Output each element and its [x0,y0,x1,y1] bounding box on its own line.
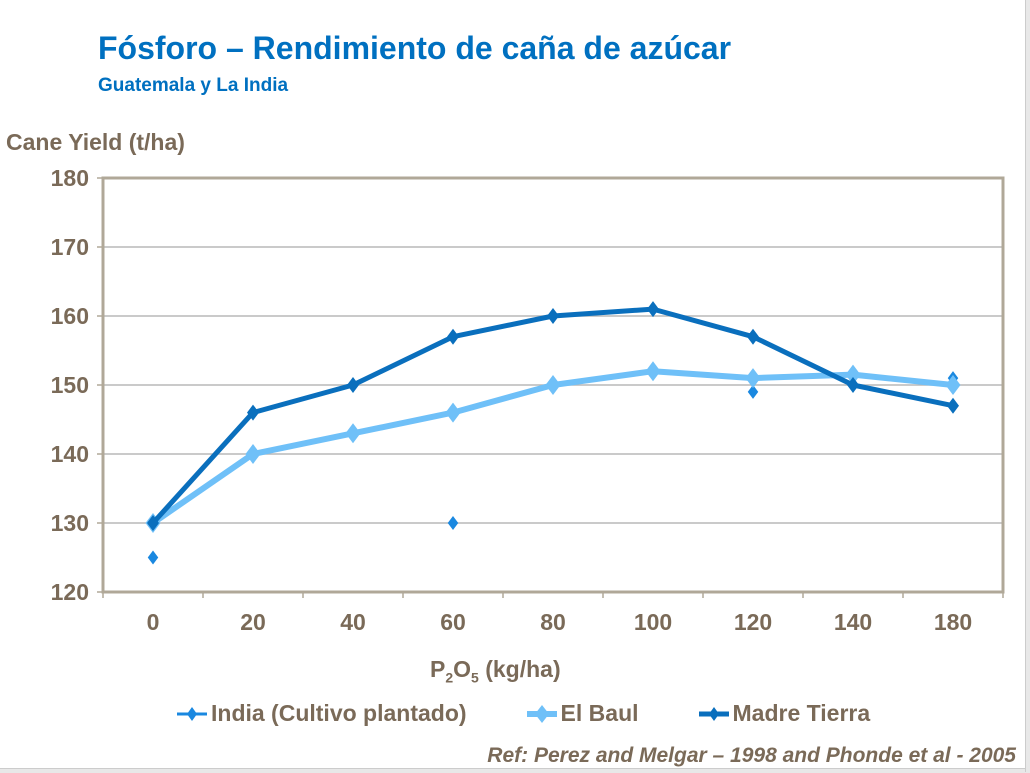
y-tick-label: 120 [51,579,89,605]
legend: India (Cultivo plantado) El Baul Madre T… [175,700,928,727]
data-point-madre-tierra [547,308,559,324]
plot-area-border [101,176,1005,594]
x-axis-label: P2O5 (kg/ha) [430,656,561,686]
y-tick-label: 170 [51,234,89,260]
x-tick-label: 140 [834,609,872,635]
series-line-madre-tierra [151,306,954,525]
data-point-madre-tierra [447,328,459,345]
reference-note: Ref: Perez and Melgar – 1998 and Phonde … [487,744,1016,767]
chart-subtitle: Guatemala y La India [98,75,289,96]
y-tick-label: 130 [51,510,89,536]
y-tick-label: 180 [51,165,89,191]
y-tick-label: 140 [51,441,89,467]
data-point-madre-tierra [147,515,159,531]
data-point-madre-tierra [347,377,359,393]
data-point-madre-tierra [947,397,959,414]
data-point-el-baul [845,364,861,385]
legend-label: Madre Tierra [732,700,871,726]
chart-title: Fósforo – Rendimiento de caña de azúcar [98,30,732,66]
x-tick-label: 60 [440,609,466,635]
data-point-india-cultivo-plantado [747,384,759,399]
data-point-el-baul [245,444,261,464]
data-point-el-baul [745,368,761,389]
data-point-madre-tierra [247,404,259,421]
data-point-el-baul [545,375,561,395]
legend-marker-madre-tierra [698,706,729,721]
legend-item-india: India (Cultivo plantado) [175,700,467,727]
data-point-el-baul [445,402,461,423]
y-tick-label: 160 [51,303,89,329]
chart-plot: 120 130 140 150 160 170 180 0 20 40 60 80 100 120 140 1… [51,165,1005,635]
data-point-india-cultivo-plantado [447,516,459,530]
data-point-madre-tierra [747,328,759,345]
slide-border-bottom [0,768,1030,773]
data-point-india-cultivo-plantado [147,550,159,565]
data-point-madre-tierra [647,301,659,318]
x-tick-label: 100 [634,609,672,635]
legend-item-madre-tierra: Madre Tierra [697,700,871,727]
data-point-el-baul [645,361,661,382]
data-point-el-baul [345,423,361,444]
x-tick-label: 80 [540,609,566,635]
x-tick-label: 180 [934,609,972,635]
x-tick-label: 120 [734,609,772,635]
data-point-el-baul [945,375,961,395]
slide-border-right [1025,0,1030,772]
legend-marker-india [177,706,207,721]
x-tick-label: 20 [240,609,266,635]
legend-item-el-baul: El Baul [525,700,639,727]
legend-label: India (Cultivo plantado) [211,700,467,726]
x-tick-label: 40 [340,609,366,635]
legend-marker-el-baul [526,704,557,723]
y-tick-label: 150 [51,372,89,398]
y-axis-label: Cane Yield (t/ha) [6,129,185,155]
legend-label: El Baul [560,700,639,726]
data-point-madre-tierra [847,377,859,393]
x-tick-label: 0 [147,609,160,635]
